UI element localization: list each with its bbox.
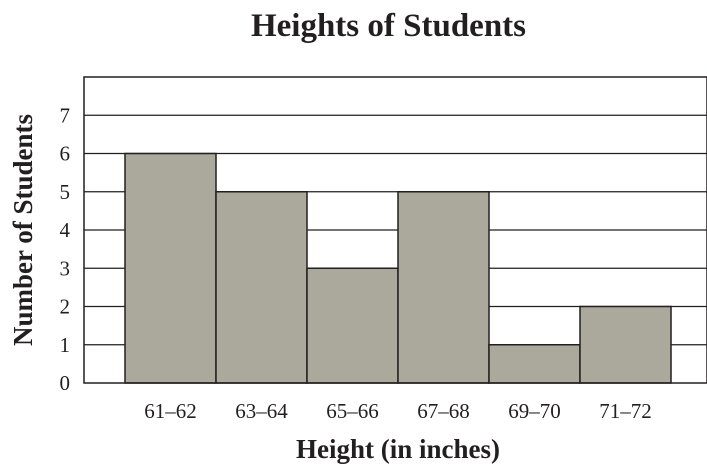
y-tick-label-2: 2 (60, 295, 71, 319)
x-tick-label-67–68: 67–68 (417, 399, 470, 423)
x-tick-label-61–62: 61–62 (144, 399, 197, 423)
y-tick-label-5: 5 (60, 180, 71, 204)
y-tick-label-1: 1 (60, 333, 71, 357)
x-tick-labels: 61–62 63–64 65–66 67–68 69–70 71–72 (144, 399, 652, 423)
x-tick-label-71–72: 71–72 (599, 399, 652, 423)
y-tick-label-4: 4 (60, 218, 71, 242)
bar-61–62 (124, 152, 217, 384)
bar-65–66 (306, 267, 399, 384)
y-tick-label-6: 6 (60, 142, 71, 166)
bar-63–64 (215, 191, 308, 384)
plot-area-frame (83, 76, 707, 384)
x-axis-title: Height (in inches) (296, 434, 500, 464)
x-tick-label-65–66: 65–66 (326, 399, 379, 423)
bar-67–68 (397, 191, 490, 384)
y-axis-title: Number of Students (8, 114, 38, 346)
y-tick-labels: 0 1 2 3 4 5 6 7 (60, 103, 71, 395)
bar-69–70 (488, 344, 581, 384)
x-tick-label-63–64: 63–64 (235, 399, 288, 423)
x-tick-label-69–70: 69–70 (508, 399, 561, 423)
y-tick-label-3: 3 (60, 256, 71, 280)
bar-71–72 (579, 305, 672, 384)
chart-title: Heights of Students (250, 8, 527, 44)
y-tick-label-0: 0 (60, 371, 71, 395)
y-tick-label-7: 7 (60, 103, 71, 127)
